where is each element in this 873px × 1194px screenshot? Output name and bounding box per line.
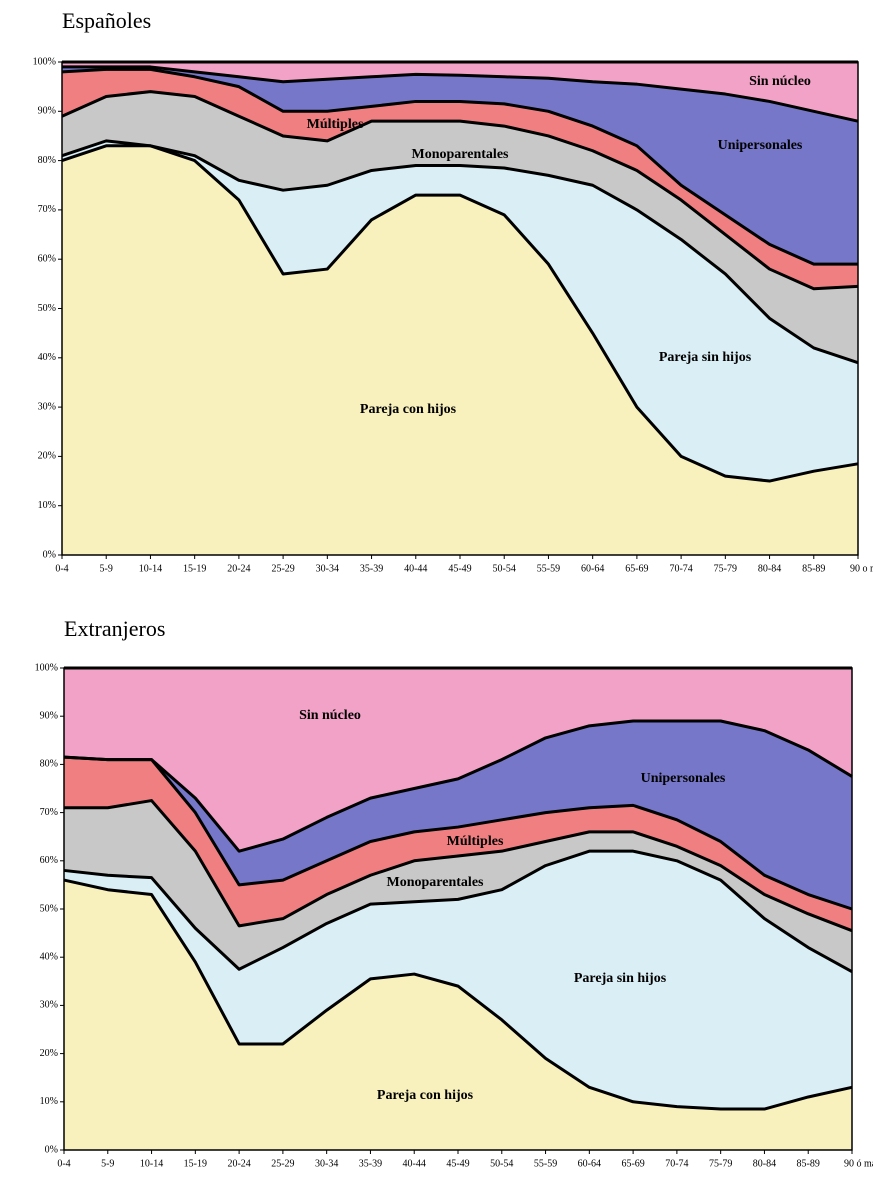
- series-label: Unipersonales: [641, 771, 726, 786]
- boundary-line: [61, 67, 858, 266]
- x-tick-label: 45-49: [448, 563, 471, 574]
- boundary-line: [61, 139, 859, 365]
- x-tick-label: 90 ó más: [844, 1158, 873, 1169]
- x-tick-label: 70-74: [665, 1158, 688, 1169]
- x-tick-label: 75-79: [714, 563, 737, 574]
- x-tick-label: 60-64: [581, 563, 604, 574]
- chart-title: Españoles: [62, 8, 151, 33]
- y-tick-label: 70%: [40, 807, 58, 818]
- series-label: Sin núcleo: [749, 74, 811, 89]
- series-label: Múltiples: [307, 117, 364, 132]
- x-tick-label: 15-19: [183, 563, 206, 574]
- x-tick-label: 0-4: [57, 1158, 70, 1169]
- boundary-line: [63, 878, 853, 1111]
- x-tick-label: 40-44: [404, 563, 427, 574]
- y-tick-label: 60%: [40, 855, 58, 866]
- x-tick-label: 0-4: [55, 563, 68, 574]
- y-tick-label: 80%: [40, 759, 58, 770]
- y-tick-label: 70%: [38, 204, 56, 215]
- x-tick-label: 85-89: [797, 1158, 820, 1169]
- x-tick-label: 75-79: [709, 1158, 732, 1169]
- y-tick-label: 0%: [45, 1144, 58, 1155]
- x-tick-label: 80-84: [758, 563, 781, 574]
- series-label: Unipersonales: [718, 138, 803, 153]
- boundary-line: [62, 65, 859, 123]
- x-tick-label: 50-54: [490, 1158, 513, 1169]
- x-tick-label: 25-29: [271, 1158, 294, 1169]
- boundary-line: [61, 144, 859, 483]
- series-label: Monoparentales: [387, 875, 485, 890]
- x-tick-label: 35-39: [359, 1158, 382, 1169]
- x-tick-label: 30-34: [316, 563, 339, 574]
- y-tick-label: 20%: [40, 1048, 58, 1059]
- x-tick-label: 90 o más: [850, 563, 873, 574]
- y-tick-label: 20%: [38, 451, 56, 462]
- series-label: Múltiples: [447, 834, 504, 849]
- x-tick-label: 50-54: [493, 563, 516, 574]
- y-tick-label: 0%: [43, 549, 56, 560]
- x-tick-label: 40-44: [403, 1158, 426, 1169]
- y-tick-label: 50%: [38, 303, 56, 314]
- y-tick-label: 50%: [40, 903, 58, 914]
- x-tick-label: 65-69: [621, 1158, 644, 1169]
- x-tick-label: 35-39: [360, 563, 383, 574]
- x-tick-label: 65-69: [625, 563, 648, 574]
- y-tick-label: 90%: [40, 710, 58, 721]
- x-tick-label: 30-34: [315, 1158, 338, 1169]
- x-tick-label: 5-9: [101, 1158, 114, 1169]
- y-tick-label: 80%: [38, 155, 56, 166]
- x-tick-label: 55-59: [537, 563, 560, 574]
- y-tick-label: 30%: [38, 401, 56, 412]
- y-tick-label: 100%: [35, 662, 58, 673]
- boundary-line: [63, 755, 853, 911]
- boundary-line: [63, 719, 853, 853]
- y-tick-label: 40%: [38, 352, 56, 363]
- y-tick-label: 100%: [33, 56, 56, 67]
- x-tick-label: 5-9: [100, 563, 113, 574]
- series-label: Pareja sin hijos: [659, 350, 752, 365]
- x-tick-label: 70-74: [669, 563, 692, 574]
- x-tick-label: 20-24: [227, 1158, 250, 1169]
- y-tick-label: 60%: [38, 253, 56, 264]
- boundary-line: [63, 849, 853, 973]
- boundary-line: [61, 90, 859, 291]
- series-label: Monoparentales: [412, 147, 510, 162]
- x-tick-label: 20-24: [227, 563, 250, 574]
- x-tick-label: 10-14: [140, 1158, 163, 1169]
- x-tick-label: 85-89: [802, 563, 825, 574]
- y-tick-label: 90%: [38, 106, 56, 117]
- series-label: Pareja sin hijos: [574, 971, 667, 986]
- x-tick-label: 25-29: [271, 563, 294, 574]
- series-label: Pareja con hijos: [360, 402, 457, 417]
- series-label: Pareja con hijos: [377, 1088, 474, 1103]
- x-tick-label: 80-84: [753, 1158, 776, 1169]
- chart-title: Extranjeros: [64, 616, 165, 641]
- x-tick-label: 45-49: [446, 1158, 469, 1169]
- x-tick-label: 60-64: [578, 1158, 601, 1169]
- y-tick-label: 10%: [40, 1096, 58, 1107]
- y-tick-label: 10%: [38, 500, 56, 511]
- x-tick-label: 55-59: [534, 1158, 557, 1169]
- series-label: Sin núcleo: [299, 708, 361, 723]
- y-tick-label: 30%: [40, 1000, 58, 1011]
- boundary-line: [64, 799, 853, 933]
- x-tick-label: 15-19: [184, 1158, 207, 1169]
- y-tick-label: 40%: [40, 951, 58, 962]
- x-tick-label: 10-14: [139, 563, 162, 574]
